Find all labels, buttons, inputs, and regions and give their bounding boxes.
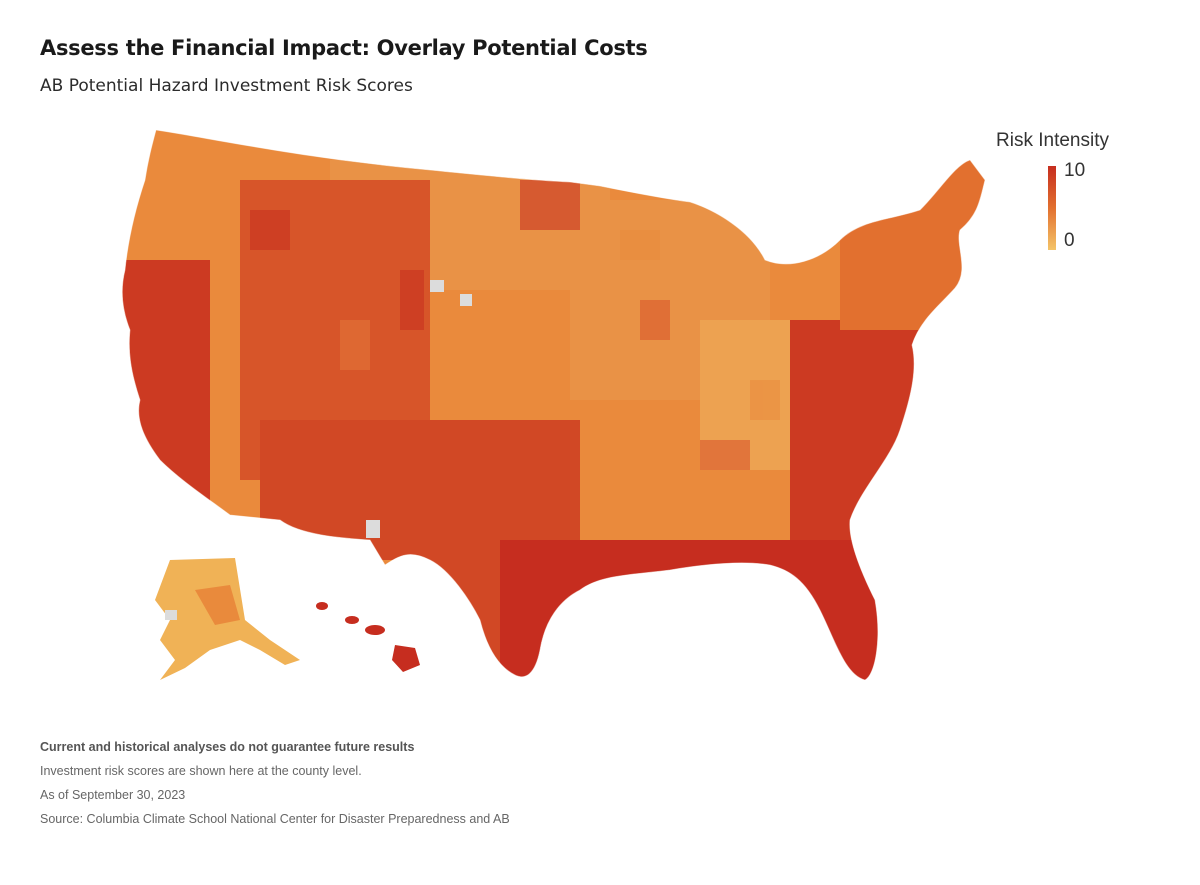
chart-title: Assess the Financial Impact: Overlay Pot… — [40, 36, 648, 60]
legend-title: Risk Intensity — [996, 130, 1109, 151]
source-note: Source: Columbia Climate School National… — [40, 812, 510, 826]
county-level-note: Investment risk scores are shown here at… — [40, 764, 362, 778]
alaska — [155, 558, 300, 680]
legend-min-label: 0 — [1064, 230, 1075, 251]
region-west-coast — [122, 260, 210, 540]
region-gulf-coast — [500, 540, 840, 680]
legend-max-label: 10 — [1064, 160, 1086, 181]
us-risk-map — [100, 120, 1020, 690]
risk-legend: Risk Intensity 10 0 — [996, 130, 1136, 260]
chart-subtitle: AB Potential Hazard Investment Risk Scor… — [40, 76, 413, 96]
region-northeast — [840, 150, 985, 330]
footnotes: Current and historical analyses do not g… — [40, 740, 840, 836]
disclaimer-note: Current and historical analyses do not g… — [40, 740, 415, 754]
hawaii — [316, 602, 420, 672]
legend-color-ramp — [1048, 166, 1056, 250]
as-of-date: As of September 30, 2023 — [40, 788, 186, 802]
region-florida — [790, 540, 910, 680]
